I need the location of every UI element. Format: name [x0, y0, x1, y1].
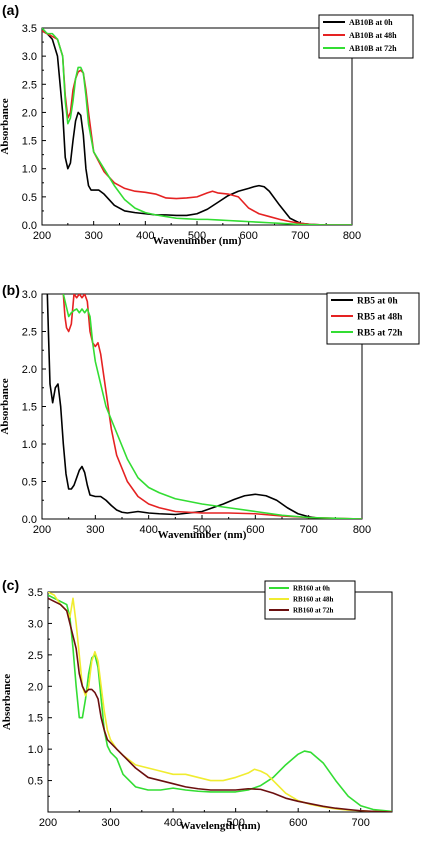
y-axis-label: Absorbance: [0, 378, 11, 434]
y-tick-label: 0.0: [22, 514, 37, 526]
y-tick-label: 1.0: [22, 164, 37, 176]
y-tick-label: 1.5: [22, 136, 37, 148]
legend-entry-label: RB5 at 72h: [357, 328, 403, 338]
x-tick-label: 200: [39, 817, 57, 829]
y-tick-label: 2.5: [28, 650, 43, 662]
y-tick-label: 2.5: [22, 79, 37, 91]
y-tick-label: 0.5: [22, 477, 37, 489]
x-axis-label: Wavelength (nm): [180, 820, 261, 832]
x-tick-label: 200: [33, 524, 51, 536]
panel-label-b: (b): [2, 282, 20, 298]
y-tick-label: 0.0: [22, 220, 37, 232]
legend-entry-label: RB5 at 48h: [357, 312, 403, 322]
series-line-2: [42, 30, 352, 225]
y-tick-label: 3.0: [22, 289, 37, 301]
y-tick-label: 3.0: [28, 618, 43, 630]
y-tick-label: 1.0: [22, 439, 37, 451]
x-tick-label: 300: [101, 817, 119, 829]
x-tick-label: 700: [291, 230, 309, 242]
series-line-1: [42, 30, 352, 225]
y-tick-label: 3.5: [22, 23, 37, 35]
series-line-1: [48, 594, 392, 812]
y-tick-label: 1.5: [28, 713, 43, 725]
x-tick-label: 500: [193, 524, 211, 536]
legend-entry-label: AB10B at 0h: [349, 18, 393, 27]
x-tick-label: 400: [139, 524, 157, 536]
y-tick-label: 0.5: [28, 776, 43, 788]
y-tick-label: 2.0: [28, 681, 43, 693]
x-tick-label: 300: [84, 230, 102, 242]
x-tick-label: 600: [289, 817, 307, 829]
series-line-2: [48, 592, 392, 812]
x-tick-label: 800: [353, 524, 371, 536]
panel-label-a: (a): [2, 2, 20, 18]
x-axis-label: Wavenumber (nm): [158, 529, 247, 541]
x-tick-label: 500: [188, 230, 206, 242]
series-line-2: [62, 294, 362, 519]
y-tick-label: 0.5: [22, 192, 37, 204]
legend-entry-label: AB10B at 48h: [349, 31, 397, 40]
x-tick-label: 400: [136, 230, 154, 242]
chart-b: 200 300 400 500 600 700 800 0.0 0.5 1.0 1.5 2.0 2.5 3…: [0, 289, 420, 541]
y-tick-label: 2.0: [22, 107, 37, 119]
legend-entry-label: RB160 at 0h: [293, 584, 330, 592]
series-line-3: [62, 294, 362, 519]
x-tick-label: 400: [164, 817, 182, 829]
legend-box: [326, 292, 420, 345]
x-axis-label: Wavenumber (nm): [153, 235, 242, 247]
y-axis-label: Absorbance: [0, 98, 11, 154]
y-tick-label: 2.5: [22, 327, 37, 339]
y-tick-label: 3.0: [22, 51, 37, 63]
legend-entry-label: RB5 at 0h: [357, 296, 398, 306]
legend-entry-label: RB160 at 48h: [293, 595, 334, 603]
y-axis-label: Absorbance: [1, 674, 13, 730]
x-tick-label: 700: [299, 524, 317, 536]
series-line-1: [46, 294, 362, 519]
legend-entry-label: RB160 at 72h: [293, 606, 334, 614]
series-line-3: [48, 597, 392, 812]
y-tick-label: 1.5: [22, 402, 37, 414]
y-tick-label: 3.5: [28, 587, 43, 599]
x-tick-label: 300: [86, 524, 104, 536]
chart-panel-c: (c) 200 300 400 500 600 700 0.5 1.0 1.5 2.0 2.5 3.0…: [0, 575, 421, 847]
chart-c: 200 300 400 500 600 700 0.5 1.0 1.5 2.0 2.5 3.0 3.5 W…: [1, 580, 393, 832]
x-tick-label: 200: [33, 230, 51, 242]
plot-frame: [47, 591, 393, 813]
chart-panel-a: (a) 200 300 400 500 600 700 800 0.0 0.5 1.0 1.5 2.0…: [0, 0, 421, 255]
panel-label-c: (c): [2, 577, 20, 593]
series-line-3: [42, 28, 352, 225]
chart-panel-b: (b) 200 300 400 500 600 700 800 0.0 0.5 1.0 1.5 2.0…: [0, 280, 421, 542]
x-tick-label: 800: [343, 230, 361, 242]
chart-a: 200 300 400 500 600 700 800 0.0 0.5 1.0 1.5 2.0 2.5 3…: [0, 14, 414, 247]
x-tick-label: 500: [226, 817, 244, 829]
x-tick-label: 600: [239, 230, 257, 242]
x-tick-label: 700: [352, 817, 370, 829]
y-tick-label: 2.0: [22, 364, 37, 376]
y-tick-label: 1.0: [28, 744, 43, 756]
legend-entry-label: AB10B at 72h: [349, 44, 397, 53]
x-tick-label: 600: [246, 524, 264, 536]
